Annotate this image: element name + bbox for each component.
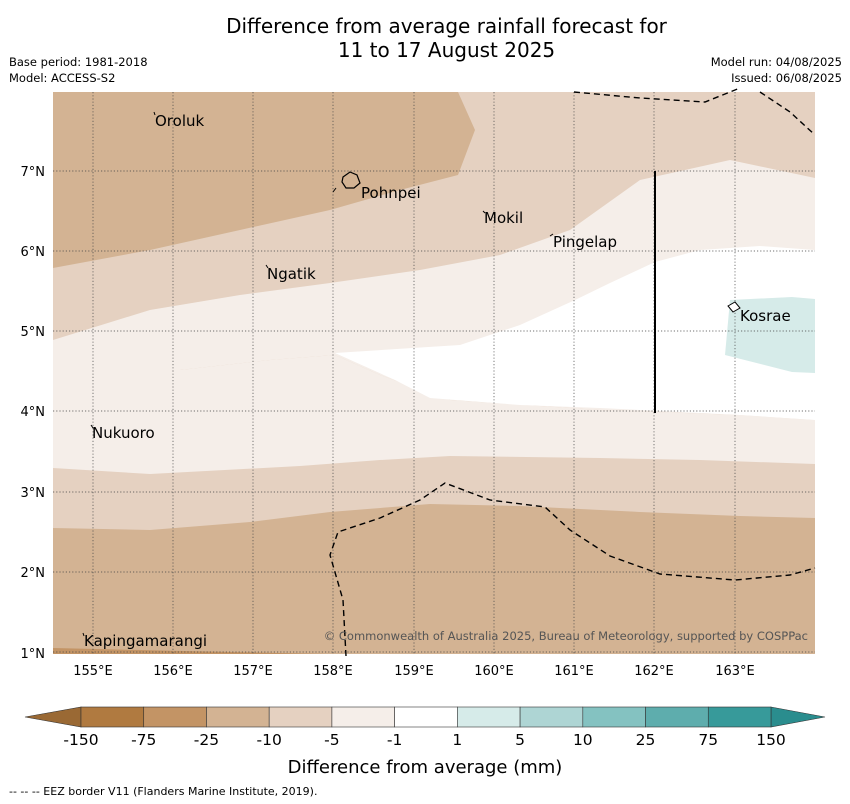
lon-tick-159: 159°E [394, 664, 434, 679]
label-kapingamarangi: Kapingamarangi [84, 632, 207, 650]
colorbar-swatch [143, 706, 207, 728]
colorbar-label: -5 [324, 731, 339, 749]
lon-tick-156: 156°E [153, 664, 193, 679]
lat-tick-4: 4°N [21, 405, 46, 420]
label-ngatik: Ngatik [267, 265, 316, 283]
label-pohnpei: Pohnpei [361, 184, 421, 202]
title-line-1: Difference from average rainfall forecas… [226, 14, 667, 38]
colorbar-swatch [519, 706, 584, 728]
lon-tick-158: 158°E [313, 664, 353, 679]
colorbar: -150 -75 -25 -10 -5 -1 1 5 10 25 75 150 Difference … [24, 706, 826, 778]
model-run: Model run: 04/08/2025 [710, 55, 842, 69]
lat-tick-5: 5°N [21, 325, 46, 340]
colorbar-label: -1 [387, 731, 402, 749]
model-name: Model: ACCESS-S2 [9, 71, 116, 85]
colorbar-label: 10 [573, 731, 593, 749]
colorbar-swatch [394, 706, 458, 728]
colorbar-title: Difference from average (mm) [288, 757, 563, 778]
lon-tick-160: 160°E [474, 664, 514, 679]
eez-border-north [573, 87, 741, 103]
run-info: Model run: 04/08/2025 Issued: 06/08/2025 [711, 54, 842, 86]
lon-tick-161: 161°E [554, 664, 594, 679]
band-minus-5-south [53, 355, 815, 474]
colorbar-label: 1 [452, 731, 462, 749]
band-minus-25-south [53, 504, 815, 654]
lon-tick-155: 155°E [73, 664, 113, 679]
lat-tick-2: 2°N [21, 566, 46, 581]
label-nukuoro: Nukuoro [92, 424, 155, 442]
label-mokil: Mokil [484, 209, 523, 227]
colorbar-label: 5 [515, 731, 525, 749]
colorbar-swatch [457, 706, 521, 728]
lat-tick-6: 6°N [21, 245, 46, 260]
colorbar-swatch [206, 706, 270, 728]
colorbar-swatch [331, 706, 395, 728]
band-plus-1 [725, 297, 815, 373]
label-kosrae: Kosrae [740, 307, 791, 325]
colorbar-label: -25 [194, 731, 219, 749]
longitude-axis: 155°E 156°E 157°E 158°E 159°E 160°E 161°… [73, 664, 755, 679]
eez-border-south [329, 482, 816, 657]
colorbar-label: -75 [131, 731, 156, 749]
issued-date: Issued: 06/08/2025 [731, 71, 842, 85]
base-period: Base period: 1981-2018 [9, 55, 148, 69]
atoll-markers [82, 111, 554, 637]
colorbar-swatch [645, 706, 709, 728]
title-line-2: 11 to 17 August 2025 [337, 38, 556, 62]
model-info: Base period: 1981-2018 Model: ACCESS-S2 [9, 54, 148, 86]
colorbar-label: -150 [63, 731, 98, 749]
lat-tick-7: 7°N [21, 165, 46, 180]
colorbar-label: -10 [257, 731, 282, 749]
label-oroluk: Oroluk [155, 112, 204, 130]
colorbar-label: 150 [756, 731, 786, 749]
map-title: Difference from average rainfall forecas… [0, 14, 850, 62]
pohnpei-reef [332, 187, 337, 193]
eez-legend-note: -- -- -- EEZ border V11 (Flanders Marine… [9, 785, 318, 798]
lon-tick-157: 157°E [233, 664, 273, 679]
colorbar-swatch [582, 706, 646, 728]
colorbar-swatch [80, 706, 145, 728]
label-pingelap: Pingelap [553, 233, 617, 251]
latitude-axis: 7°N 6°N 5°N 4°N 3°N 2°N 1°N [21, 165, 46, 662]
colorbar-low-arrow [24, 706, 82, 728]
band-minus-75-south [53, 648, 330, 654]
colorbar-label: 25 [636, 731, 656, 749]
colorbar-label: 75 [698, 731, 718, 749]
colorbar-high-arrow [770, 706, 826, 728]
lat-tick-3: 3°N [21, 486, 46, 501]
eez-borders [329, 87, 816, 657]
contour-fields [53, 92, 815, 654]
pohnpei-island [341, 171, 361, 189]
kosrae-island [727, 301, 741, 313]
colorbar-swatches [80, 706, 772, 728]
band-minus-25-north [53, 92, 475, 268]
colorbar-swatch [707, 706, 772, 728]
band-minus-1 [335, 246, 815, 420]
copyright-note: © Commonwealth of Australia 2025, Bureau… [324, 629, 808, 643]
colorbar-labels: -150 -75 -25 -10 -5 -1 1 5 10 25 75 150 [63, 731, 785, 749]
lon-tick-162: 162°E [634, 664, 674, 679]
eez-border-northeast [759, 91, 816, 136]
lon-tick-163: 163°E [715, 664, 755, 679]
lat-tick-1: 1°N [21, 647, 46, 662]
colorbar-swatch [268, 706, 333, 728]
